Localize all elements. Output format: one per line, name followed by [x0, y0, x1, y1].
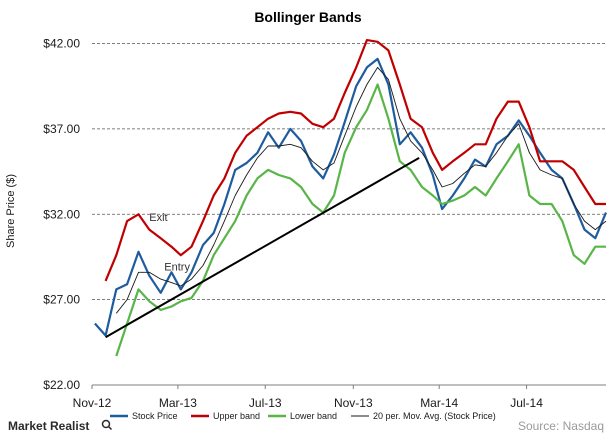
legend-label: 20 per. Mov. Avg. (Stock Price)	[373, 411, 496, 421]
y-tick-label: $37.00	[43, 122, 80, 136]
y-axis-ticks: $22.00 $27.00 $32.00 $37.00 $42.00	[43, 37, 80, 392]
x-tick-label: Mar-13	[159, 396, 197, 410]
annotation-entry: Entry	[164, 262, 190, 274]
y-tick-label: $32.00	[43, 207, 80, 221]
brand-name: Market Realist	[8, 419, 89, 433]
chart-title: Bollinger Bands	[254, 9, 362, 25]
series-upper-band-line	[104, 38, 606, 282]
y-axis-title: Share Price ($)	[5, 174, 17, 248]
x-tick-label: Jul-14	[510, 396, 543, 410]
series-lines	[94, 38, 608, 357]
legend-label: Upper band	[213, 411, 260, 421]
x-tick-label: Nov-13	[334, 396, 373, 410]
x-axis-ticks: Nov-12 Mar-13 Jul-13 Nov-13 Mar-14 Jul-14	[73, 385, 543, 410]
legend-label: Stock Price	[132, 411, 178, 421]
series-stock-price-line	[94, 57, 608, 337]
x-tick-label: Jul-13	[249, 396, 282, 410]
annotation-exit: Exit	[149, 212, 167, 224]
x-tick-label: Mar-14	[420, 396, 458, 410]
y-tick-label: $27.00	[43, 293, 80, 307]
magnifier-icon	[101, 419, 111, 429]
trend-line	[105, 157, 420, 339]
market-realist-logo: Market Realist	[8, 419, 113, 433]
series-20-per-mov-avg-stock-price-line	[115, 66, 607, 314]
legend: Stock Price Upper band Lower band 20 per. M…	[110, 411, 496, 421]
gridlines	[92, 43, 606, 301]
annotations: Exit Entry	[149, 212, 190, 274]
source-note: Source: Nasdaq	[518, 419, 604, 433]
y-tick-label: $22.00	[43, 378, 80, 392]
series-lower-band-line	[115, 83, 606, 357]
y-tick-label: $42.00	[43, 37, 80, 51]
legend-label: Lower band	[290, 411, 337, 421]
x-tick-label: Nov-12	[73, 396, 112, 410]
